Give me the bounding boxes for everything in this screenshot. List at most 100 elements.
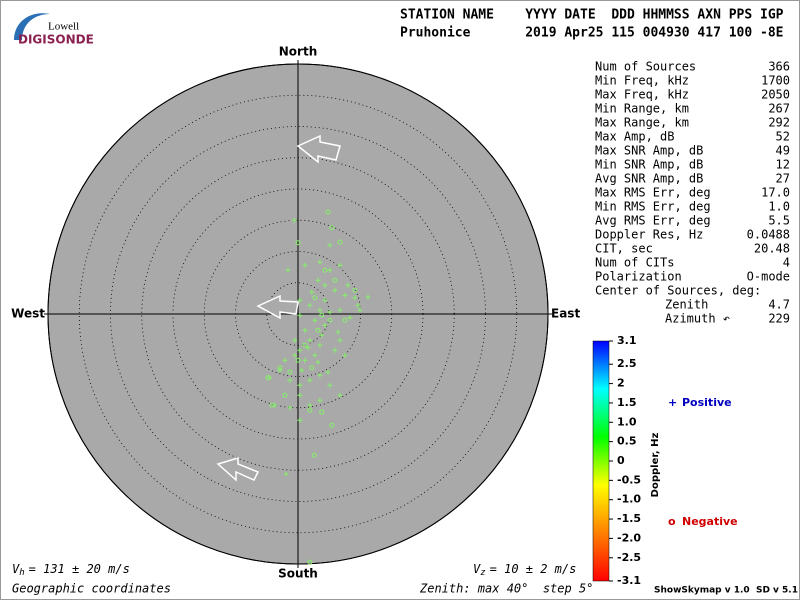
legend-label: Negative	[682, 515, 738, 528]
source-point	[329, 225, 335, 231]
source-point	[355, 302, 361, 308]
stat-value: O-mode	[747, 270, 790, 284]
colorbar-tick-label: 2	[617, 377, 625, 390]
stat-value: 4.7	[768, 298, 790, 312]
source-point	[322, 282, 328, 288]
colorbar-tick-label: -2.5	[617, 551, 641, 564]
source-point	[272, 402, 278, 408]
vh-sub: h	[19, 568, 24, 578]
source-point	[317, 307, 323, 313]
stat-label: Polarization	[595, 270, 682, 284]
source-point	[337, 337, 343, 343]
stat-value: 4	[783, 256, 790, 270]
stat-value: 292	[768, 116, 790, 130]
direction-label: North	[279, 45, 317, 59]
drift-arrows	[216, 134, 341, 482]
source-point	[345, 282, 351, 288]
stat-label: Min SNR Amp, dB	[595, 158, 703, 172]
logo-top: Lowell	[48, 21, 79, 33]
colorbar-tick-label: 0	[617, 454, 625, 467]
stat-label: CIT, sec	[595, 242, 653, 256]
direction-label: West	[11, 307, 45, 321]
source-point	[309, 289, 315, 295]
source-point	[347, 315, 353, 321]
vz-label: Vz = 10 ± 2 m/s	[473, 562, 576, 578]
coords-label: Geographic coordinates	[12, 582, 171, 596]
source-point	[337, 239, 343, 245]
source-point	[319, 312, 325, 318]
source-point	[342, 352, 348, 358]
stat-value: 17.0	[761, 186, 790, 200]
logo-bottom: DIGISONDE	[18, 33, 94, 47]
vz-text: = 10 ± 2 m/s	[490, 562, 577, 576]
source-point	[292, 352, 298, 358]
source-point	[283, 471, 289, 477]
source-point	[302, 342, 308, 348]
source-point	[315, 277, 321, 283]
header-line: Pruhonice 2019 Apr25 115 004930 417 100 …	[400, 26, 784, 41]
version-label: ShowSkymap v 1.0 SD v 5.1	[654, 586, 798, 596]
source-point	[332, 347, 338, 353]
source-point	[307, 337, 313, 343]
stat-label: Min RMS Err, deg	[595, 200, 711, 214]
colorbar-tick-label: -2.0	[617, 531, 641, 544]
source-point	[295, 357, 301, 363]
legend-label: Positive	[682, 396, 732, 409]
vh-text: = 131 ± 20 m/s	[29, 562, 130, 576]
source-point	[312, 295, 318, 301]
source-point	[307, 559, 313, 565]
source-point	[269, 402, 275, 408]
colorbar-title: Doppler, Hz	[650, 433, 661, 498]
source-point	[317, 372, 323, 378]
source-point	[329, 422, 335, 428]
source-point	[299, 367, 305, 373]
source-point	[327, 317, 333, 323]
stat-value: 267	[768, 102, 790, 116]
source-point	[352, 295, 358, 301]
drift-arrow	[216, 456, 260, 482]
stat-label: Max Amp, dB	[595, 130, 674, 144]
source-point	[312, 317, 318, 323]
colorbar-tick-label: 3.1	[617, 334, 637, 347]
source-point	[282, 357, 288, 363]
source-point	[352, 287, 358, 293]
stat-value: 366	[768, 60, 790, 74]
source-point	[319, 409, 325, 415]
stat-label: Max RMS Err, deg	[595, 186, 711, 200]
stat-value: 229	[768, 312, 790, 326]
source-point	[317, 342, 323, 348]
stat-value: 1.0	[768, 200, 790, 214]
source-point	[311, 452, 317, 458]
source-point	[327, 382, 333, 388]
source-point	[309, 365, 315, 371]
source-point	[307, 402, 313, 408]
source-point	[287, 405, 293, 411]
source-point	[297, 312, 303, 318]
direction-label: South	[278, 567, 318, 581]
source-point	[292, 337, 298, 343]
source-point	[322, 297, 328, 303]
source-point	[285, 267, 291, 273]
source-point	[302, 327, 308, 333]
source-point	[297, 382, 303, 388]
source-point	[317, 397, 323, 403]
source-point	[322, 267, 328, 273]
source-point	[287, 377, 293, 383]
stat-label: Max SNR Amp, dB	[595, 144, 703, 158]
source-point	[295, 240, 301, 246]
legend-marker: +	[668, 396, 677, 409]
source-point	[315, 359, 321, 365]
source-point	[302, 262, 308, 268]
stat-label: Num of CITs	[595, 256, 674, 270]
colorbar-tick-label: 1.5	[617, 396, 637, 409]
source-point	[305, 345, 311, 351]
colorbar-tick-label: -3.1	[617, 574, 641, 587]
source-point	[265, 375, 271, 381]
stat-value: 12	[776, 158, 790, 172]
source-point	[315, 327, 321, 333]
stat-label: Min Range, km	[595, 102, 689, 116]
colorbar-tick-label: -1.0	[617, 493, 641, 506]
logo-swoosh	[14, 13, 50, 40]
source-point	[327, 242, 333, 248]
source-point	[307, 302, 313, 308]
